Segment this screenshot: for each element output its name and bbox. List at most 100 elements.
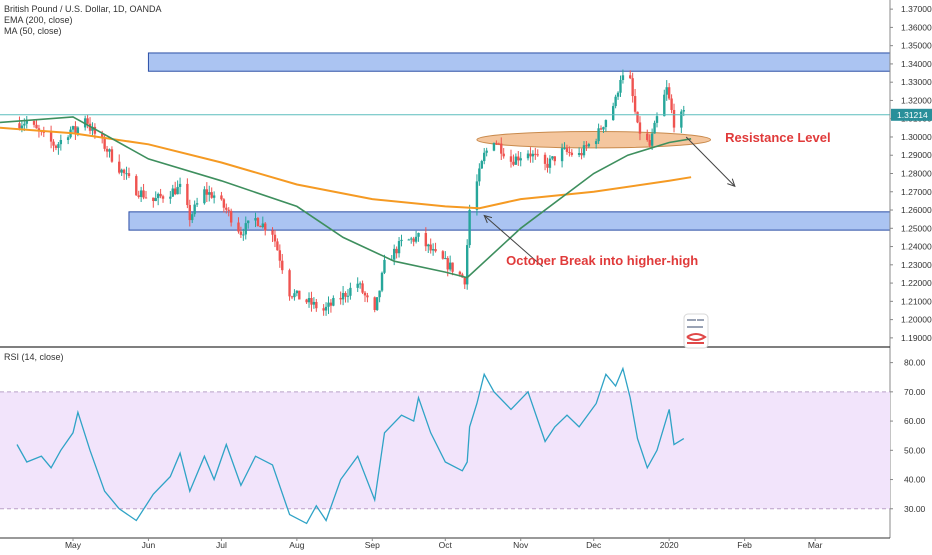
- candle: [25, 115, 28, 129]
- candle: [295, 290, 299, 297]
- candle: [672, 103, 676, 133]
- resistance-level-label[interactable]: Resistance Level: [725, 130, 831, 145]
- rsi-line[interactable]: [16, 366, 685, 525]
- price-tick-label: 1.22000: [901, 278, 932, 288]
- candle: [629, 70, 632, 80]
- candle: [229, 208, 233, 227]
- price-tick-label: 1.35000: [901, 41, 932, 51]
- candle: [407, 238, 410, 241]
- candle: [244, 216, 247, 240]
- chart-legend: British Pound / U.S. Dollar, 1D, OANDA E…: [4, 4, 162, 37]
- legend-symbol[interactable]: British Pound / U.S. Dollar, 1D, OANDA: [4, 4, 162, 14]
- price-tick-label: 1.30000: [901, 132, 932, 142]
- resistance-ellipse[interactable]: [476, 130, 712, 149]
- candle: [239, 226, 243, 238]
- time-tick-label: Dec: [586, 540, 602, 550]
- rsi-tick-label: 60.00: [904, 416, 926, 426]
- last-price-tag[interactable]: 1.31214: [891, 108, 932, 121]
- time-axis[interactable]: May Jun Jul Aug Sep Oct Nov Dec 2020 Feb Mar: [0, 537, 890, 550]
- candle: [410, 236, 413, 244]
- price-tick-label: 1.19000: [901, 333, 932, 343]
- price-tick-label: 1.36000: [901, 22, 932, 32]
- candle: [339, 291, 342, 305]
- candle: [417, 232, 420, 242]
- candle: [594, 138, 598, 149]
- price-tick-label: 1.34000: [901, 59, 932, 69]
- october-break-arrow[interactable]: [483, 214, 543, 268]
- price-axis[interactable]: 1.37000 1.36000 1.35000 1.34000 1.33000 1.320…: [889, 0, 932, 538]
- candle: [497, 142, 501, 145]
- candle: [135, 174, 138, 196]
- rsi-legend[interactable]: RSI (14, close): [4, 352, 64, 362]
- candle: [322, 304, 325, 316]
- candle: [599, 125, 603, 131]
- candle: [514, 153, 518, 166]
- candle: [191, 212, 194, 224]
- candle: [159, 188, 162, 199]
- zone-rect-0[interactable]: [147, 52, 890, 72]
- time-tick-label: Sep: [365, 540, 380, 550]
- candle: [110, 146, 114, 163]
- rsi-tick-label: 50.00: [904, 445, 926, 455]
- time-tick-label: Aug: [289, 540, 304, 550]
- resistance-arrow[interactable]: [685, 136, 736, 188]
- candle: [225, 203, 228, 214]
- candle: [307, 292, 311, 308]
- candle: [137, 190, 140, 199]
- legend-ma[interactable]: MA (50, close): [4, 26, 62, 36]
- candle: [288, 268, 291, 301]
- zone-rect-1[interactable]: [128, 211, 891, 231]
- candle: [344, 291, 347, 303]
- price-tick-label: 1.25000: [901, 223, 932, 233]
- price-tick-label: 1.26000: [901, 205, 932, 215]
- rsi-axis[interactable]: 80.00 70.00 60.00 50.00 40.00 30.00: [890, 358, 926, 514]
- candle: [383, 254, 386, 275]
- time-tick-label: 2020: [660, 540, 679, 550]
- time-tick-label: Feb: [737, 540, 752, 550]
- candle: [483, 148, 486, 165]
- candle: [169, 191, 172, 204]
- candle: [492, 142, 496, 152]
- candle: [74, 121, 77, 140]
- candle: [35, 119, 38, 129]
- price-tick-label: 1.37000: [901, 4, 932, 14]
- candle: [242, 228, 245, 241]
- candle: [373, 296, 376, 313]
- candle: [103, 133, 106, 152]
- candle: [324, 302, 328, 316]
- candle: [176, 180, 179, 195]
- ema200-line[interactable]: [0, 126, 692, 210]
- rsi-band: [0, 391, 890, 509]
- candle: [650, 128, 654, 150]
- candle: [670, 94, 673, 114]
- candle: [517, 151, 520, 166]
- candle: [264, 222, 267, 236]
- legend-ema[interactable]: EMA (200, close): [4, 15, 73, 25]
- candle: [582, 141, 586, 158]
- candle: [646, 129, 649, 142]
- candle: [519, 151, 522, 167]
- candle: [553, 156, 556, 166]
- ma50-line[interactable]: [0, 116, 692, 279]
- candle: [346, 289, 350, 303]
- candle: [412, 236, 415, 247]
- candle: [71, 125, 75, 133]
- candle: [580, 148, 583, 160]
- price-pane: [0, 52, 891, 316]
- candle: [310, 291, 313, 312]
- candle: [178, 177, 182, 195]
- candle: [220, 191, 223, 201]
- candle: [667, 83, 671, 101]
- candle: [663, 89, 666, 117]
- candle: [614, 94, 617, 109]
- candle: [210, 187, 213, 199]
- time-tick-label: Nov: [513, 540, 529, 550]
- october-break-label[interactable]: October Break into higher-high: [506, 253, 698, 268]
- candle: [118, 154, 121, 175]
- candle: [531, 150, 535, 163]
- candle: [276, 238, 279, 251]
- candle: [495, 140, 498, 145]
- candle: [91, 122, 94, 136]
- rsi-tick-label: 80.00: [904, 358, 926, 368]
